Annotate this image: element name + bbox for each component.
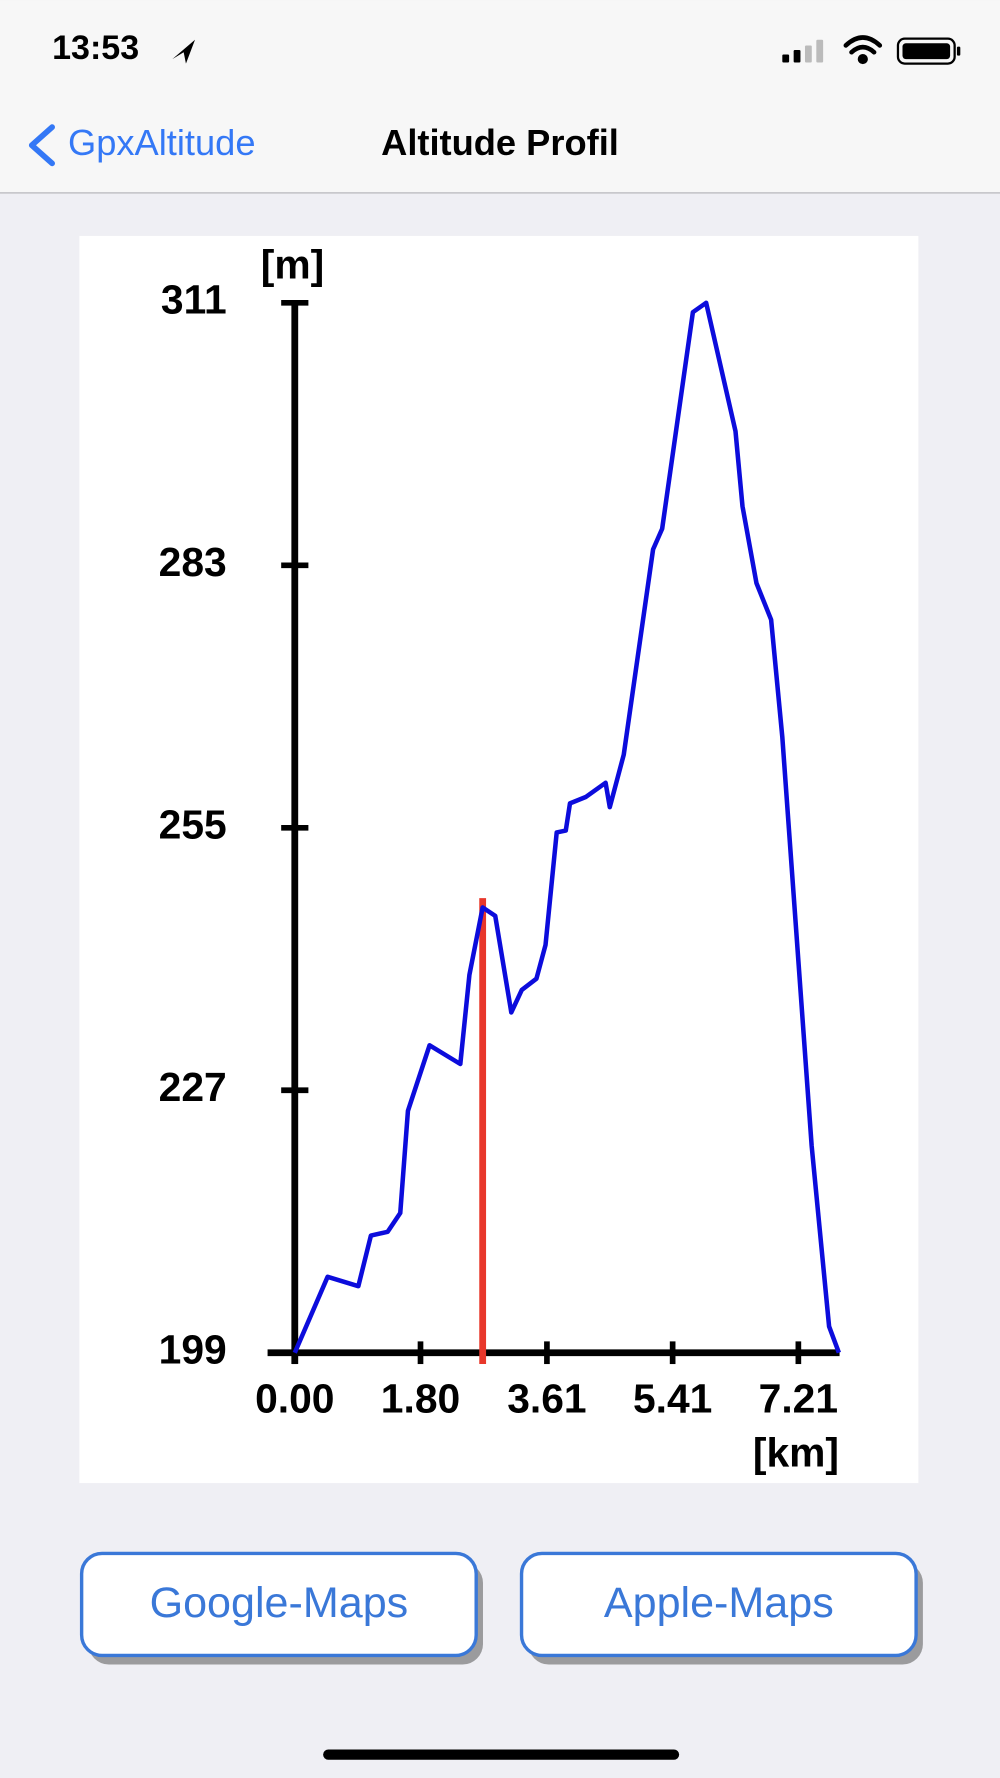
y-axis-label: [m] [261, 241, 324, 287]
location-icon [172, 39, 196, 64]
x-axis-label: [km] [753, 1430, 839, 1476]
y-tick-label: 283 [159, 539, 227, 585]
x-tick-label: 0.00 [255, 1375, 334, 1421]
y-tick-label: 255 [159, 802, 227, 848]
chart-panel [79, 235, 919, 1484]
x-tick-label: 7.21 [759, 1375, 838, 1421]
x-tick-label: 3.61 [507, 1375, 586, 1421]
nav-title: Altitude Profil [381, 122, 619, 163]
wifi-icon [843, 35, 883, 65]
back-chevron[interactable] [28, 124, 55, 167]
y-tick-label: 199 [159, 1327, 227, 1373]
button-label[interactable]: Google-Maps [150, 1579, 409, 1627]
altitude-line [292, 300, 841, 1354]
nav-background [0, 0, 1000, 193]
x-tick-label: 1.80 [381, 1375, 460, 1421]
signal-icon [782, 39, 824, 63]
home-indicator [323, 1749, 680, 1760]
x-tick-label: 5.41 [633, 1375, 712, 1421]
status-time: 13:53 [52, 29, 139, 67]
y-tick-label: 311 [161, 277, 227, 323]
back-button[interactable]: GpxAltitude [68, 122, 255, 163]
battery-icon [896, 37, 961, 65]
y-tick-label: 227 [159, 1064, 227, 1110]
button-label[interactable]: Apple-Maps [604, 1579, 834, 1627]
buttons: Google-Maps Apple-Maps [79, 1551, 923, 1665]
google-maps-button[interactable] [79, 1551, 478, 1658]
apple-maps-button[interactable] [519, 1551, 918, 1658]
